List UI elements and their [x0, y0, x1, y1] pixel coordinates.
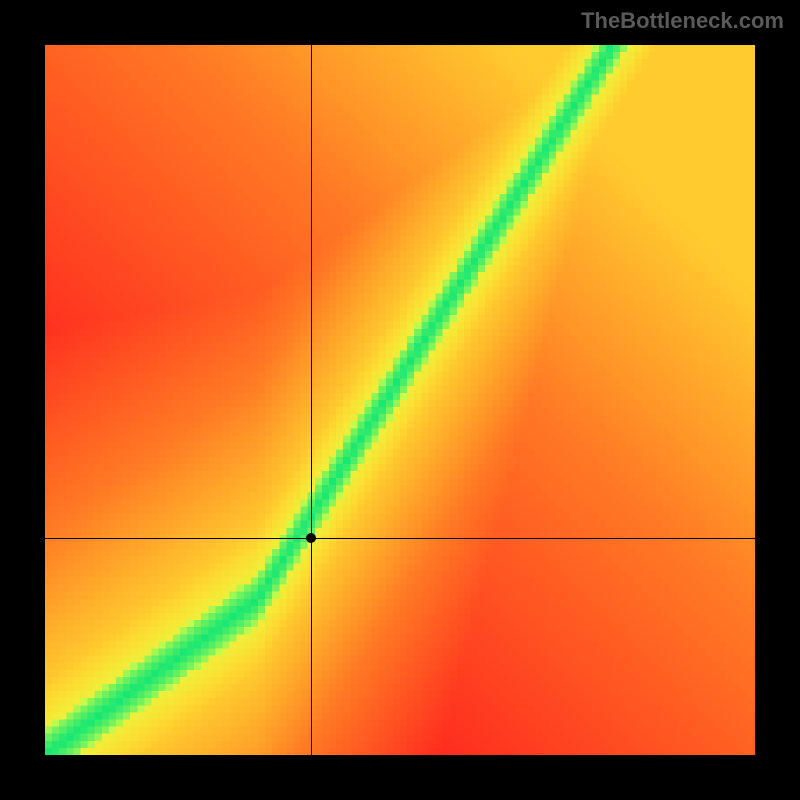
crosshair-horizontal [45, 538, 755, 539]
chart-container: TheBottleneck.com [0, 0, 800, 800]
crosshair-vertical [311, 45, 312, 755]
watermark-text: TheBottleneck.com [581, 8, 784, 34]
heatmap-canvas [45, 45, 755, 755]
plot-area [45, 45, 755, 755]
marker-dot [306, 533, 316, 543]
